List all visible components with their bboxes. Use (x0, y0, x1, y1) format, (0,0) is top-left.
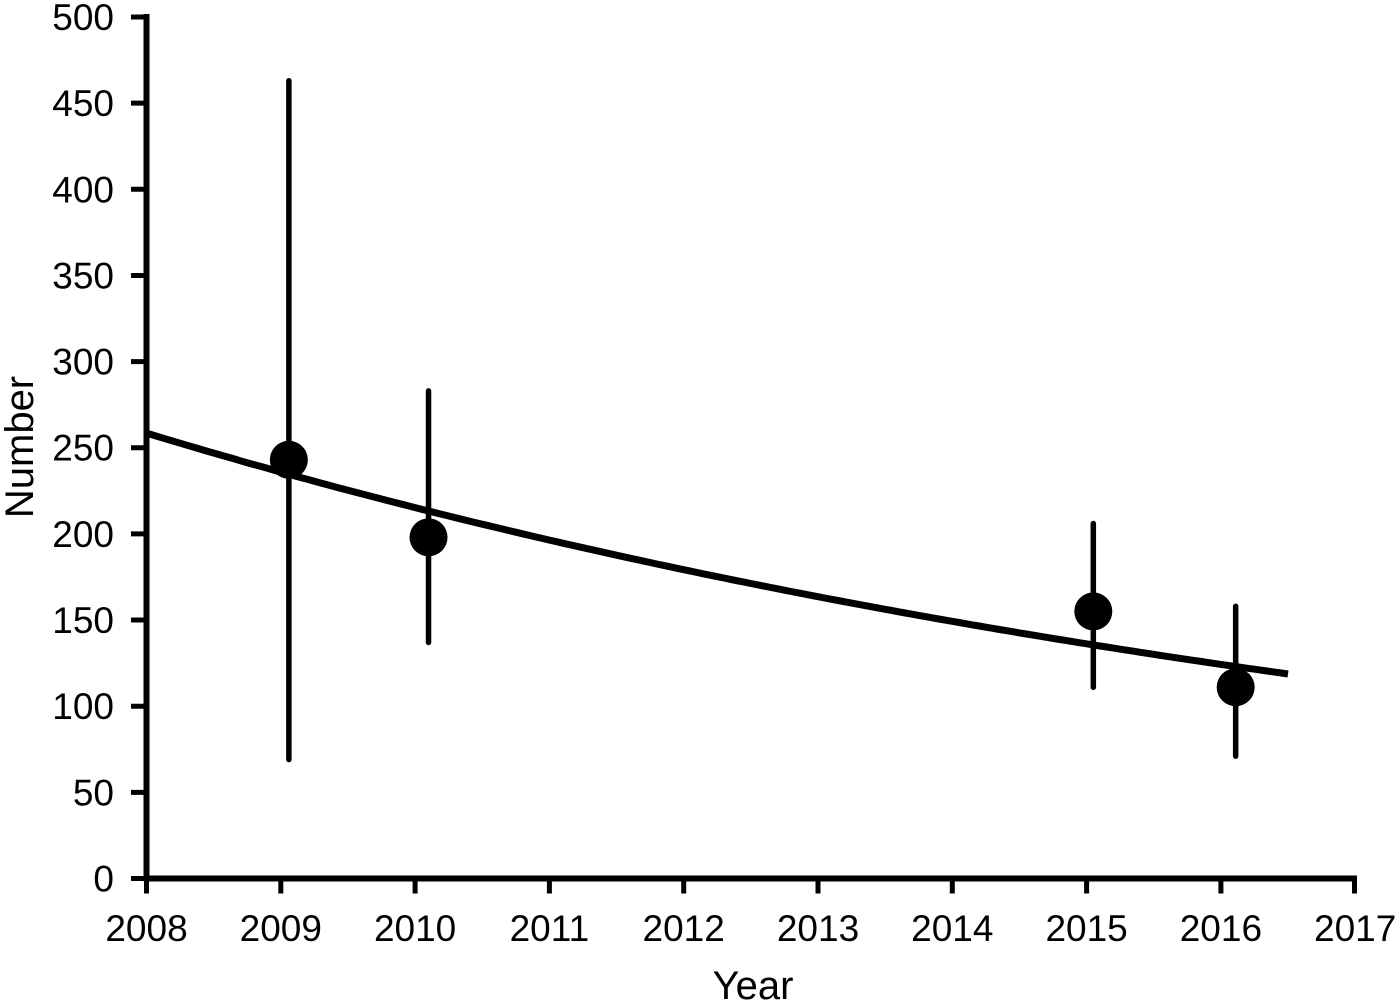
data-point (1216, 668, 1255, 707)
y-tick-label: 450 (52, 83, 114, 124)
x-tick-label: 2017 (1314, 908, 1396, 949)
trend-line (145, 429, 1289, 678)
x-tick-label: 2013 (777, 908, 859, 949)
y-tick-label: 0 (93, 858, 114, 899)
x-tick-label: 2011 (510, 908, 590, 949)
y-tick-label: 200 (52, 514, 114, 555)
x-tick-label: 2010 (374, 908, 456, 949)
y-tick-label: 350 (52, 255, 114, 296)
y-tick-label: 100 (52, 686, 114, 727)
x-tick-label: 2012 (643, 908, 725, 949)
x-tick-label: 2009 (240, 908, 322, 949)
data-point (409, 518, 448, 557)
data-point (1074, 592, 1113, 631)
y-tick-label: 250 (52, 428, 114, 469)
x-tick-label: 2014 (911, 908, 993, 949)
y-tick-label: 150 (52, 600, 114, 641)
y-tick-label: 500 (52, 0, 114, 38)
data-point (269, 440, 308, 479)
y-tick-label: 400 (52, 169, 114, 210)
x-tick-label: 2008 (105, 908, 187, 949)
y-axis-title: Number (0, 375, 42, 519)
x-tick-label: 2015 (1045, 908, 1127, 949)
y-tick-label: 50 (73, 772, 114, 813)
x-tick-label: 2016 (1180, 908, 1262, 949)
y-tick-label: 300 (52, 342, 114, 383)
x-axis-title: Year (712, 964, 794, 1006)
